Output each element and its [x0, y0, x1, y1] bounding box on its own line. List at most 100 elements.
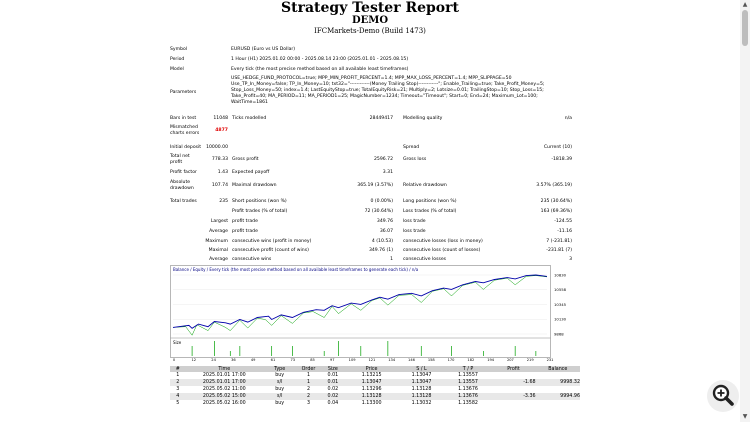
gross-loss-label: Gross loss [403, 157, 427, 162]
average-profit-value: 36.07 [379, 229, 393, 234]
deal-row: 1 2025.01.01 17:00 buy 1 0.01 1.13215 1.13047 1… [170, 372, 580, 379]
deal-cell [536, 386, 580, 393]
balance-line [172, 274, 548, 329]
balance-chart: Balance / Equity / Every tick (the most … [170, 265, 567, 362]
deal-cell: 4 [170, 393, 186, 400]
period-value: 1 Hour (H1) 2025.01.02 00:00 - 2025.08.1… [231, 57, 409, 62]
largest-loss-label: loss trade [403, 219, 426, 224]
largest-loss-value: -124.55 [554, 219, 572, 224]
col-header-size: Size [320, 366, 346, 372]
spread-label: Spread [403, 145, 420, 150]
deal-cell [536, 400, 580, 407]
parameters-line: Stop_Loss_Money=50; index=1.4; LastEquit… [231, 88, 544, 93]
average-consecutive-wins-value: 1 [390, 257, 393, 262]
x-tick-label: 231 [547, 358, 554, 362]
col-header-time: Time [185, 366, 264, 372]
x-tick-label: 85 [310, 358, 315, 362]
maximal-drawdown-label: Maximal drawdown [232, 183, 277, 188]
report-title: Strategy Tester Report [281, 0, 459, 16]
ticks-label: Ticks modelled [232, 116, 267, 121]
deal-cell: 1.13047 [398, 379, 445, 386]
deal-cell: 1 [176, 373, 180, 378]
net-profit-label: profit [170, 160, 183, 165]
loss-trades-label: Loss trades (% of total) [403, 209, 457, 214]
deal-cell: 1.13557 [458, 373, 478, 378]
deal-cell: s/l [263, 379, 297, 386]
deal-cell [491, 386, 535, 393]
col-header-profit: Profit [491, 366, 536, 372]
modelling-quality-label: Modelling quality [403, 116, 443, 121]
maximum-label: Maximum [205, 239, 228, 244]
scroll-down-arrow-icon[interactable]: ▼ [742, 413, 748, 420]
maximal-consecutive-loss-value: -231.81 (7) [546, 248, 572, 253]
expected-payoff-value: 3.31 [382, 170, 393, 175]
parameters-line: USE_HEDGE_FUND_PROTOCOL=true; MPP_MIN_PR… [231, 76, 512, 81]
deal-cell: 9994.96 [535, 393, 580, 400]
deal-cell: 2025.05.02 11:00 [202, 387, 246, 392]
deal-cell: 2 [296, 393, 321, 400]
largest-profit-label: profit trade [232, 219, 258, 224]
short-positions-value: 0 (0.00%) [370, 199, 393, 204]
deal-cell: 1.13128 [411, 387, 432, 392]
deal-cell: -3.36 [491, 393, 536, 400]
deal-cell: 5 [176, 401, 180, 406]
total-trades-label: Total trades [170, 199, 197, 204]
deal-cell: s/l [263, 393, 297, 400]
deal-cell: buy [275, 401, 285, 406]
absolute-drawdown-value: 107.74 [211, 183, 228, 188]
size-label: Size [173, 340, 182, 345]
deal-cell: 0.04 [327, 401, 339, 406]
deal-cell: 2 [306, 387, 311, 392]
chart-frame [170, 265, 551, 358]
server-name: IFCMarkets-Demo (Build 1473) [314, 27, 426, 35]
absolute-drawdown-label: Absolute [170, 180, 191, 185]
maximal-consecutive-profit-value: 349.76 (1) [368, 248, 393, 253]
deal-cell: 1 [306, 373, 311, 378]
deal-cell: buy [275, 387, 285, 392]
scroll-thumb[interactable] [742, 10, 748, 46]
x-tick-label: 207 [507, 358, 514, 362]
initial-deposit-label: Initial deposit [170, 145, 202, 150]
deal-cell: 0.01 [320, 379, 346, 386]
deal-cell: 2025.05.02 15:00 [185, 393, 264, 400]
deal-cell: 1 [296, 379, 321, 386]
deal-cell: 1.13582 [458, 401, 478, 406]
expected-payoff-label: Expected payoff [232, 170, 270, 175]
short-positions-label: Short positions (won %) [232, 199, 287, 204]
x-tick-label: 219 [527, 358, 535, 362]
deal-cell: 1.13676 [458, 387, 478, 392]
absolute-drawdown-label: drawdown [170, 186, 194, 191]
x-tick-label: 61 [271, 358, 276, 362]
col-header-number: # [170, 366, 186, 372]
deal-cell [491, 372, 535, 379]
long-positions-value: 235 (30.64%) [540, 199, 572, 204]
vertical-scrollbar[interactable]: ▲ ▼ [740, 0, 750, 422]
zoom-in-icon[interactable] [707, 380, 739, 412]
deal-cell: -1.68 [491, 379, 536, 386]
deal-cell [491, 400, 535, 407]
x-tick-label: 36 [231, 358, 236, 362]
max-consecutive-wins-value: 4 (10.53) [371, 239, 393, 244]
profit-trades-label: Profit trades (% of total) [232, 209, 288, 214]
gross-profit-label: Gross profit [232, 157, 259, 162]
modelling-quality-value: n/a [564, 116, 572, 121]
relative-drawdown-value: 3.57% (365.19) [536, 183, 572, 188]
profit-factor-value: 1.43 [217, 170, 228, 175]
deal-cell: 1.13047 [411, 373, 432, 378]
deal-cell: 2025.01.01 17:00 [202, 373, 246, 378]
total-trades-value: 235 [219, 199, 228, 204]
largest-profit-value: 349.76 [376, 219, 393, 224]
gross-loss-value: -1818.39 [551, 157, 572, 162]
scroll-up-arrow-icon[interactable]: ▲ [742, 1, 748, 8]
y-tick-label: 10558 [554, 287, 567, 292]
deal-cell: 1.13676 [444, 393, 492, 400]
symbol-value: EURUSD (Euro vs US Dollar) [231, 47, 296, 52]
deal-row: 4 2025.05.02 15:00 s/l 2 0.02 1.13128 1.13128 1… [170, 393, 580, 400]
average-consecutive-wins-label: consecutive wins [232, 257, 272, 262]
col-header-price: Price [345, 366, 399, 372]
period-label: Period [170, 57, 185, 62]
col-header-balance: Balance [535, 366, 580, 372]
parameters-line: Take_Profit=40; MA_PERIOD=11; MA_PERIOD1… [231, 94, 538, 99]
deal-row: 2 2025.01.01 17:00 s/l 1 0.01 1.13047 1.13047 1… [170, 379, 580, 386]
